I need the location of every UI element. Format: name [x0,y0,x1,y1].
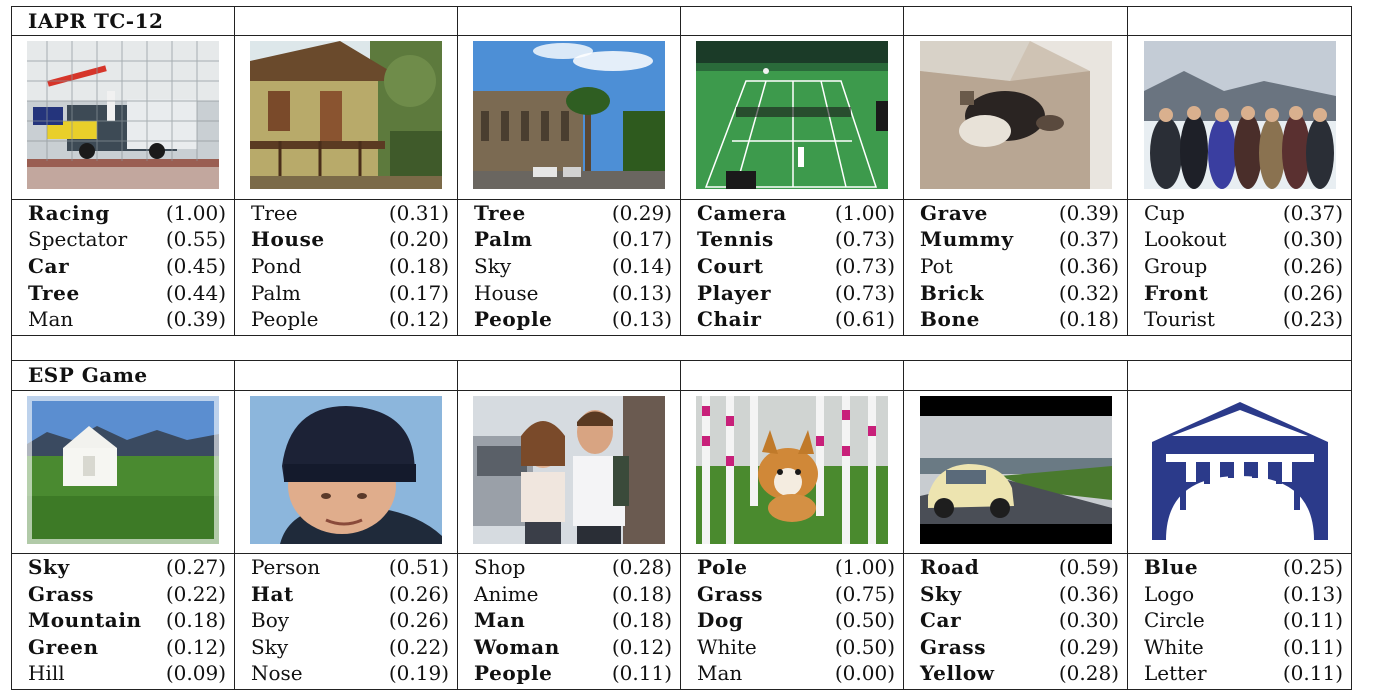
image-annotation-table: IAPR TC-12 [11,5,1352,691]
tag-row: Blue (0.25) [1144,554,1343,579]
tag-row: Player (0.73) [697,280,895,305]
man-hat-photo [250,395,442,544]
tag-row: Tourist (0.23) [1144,307,1343,332]
tag-row: Anime (0.18) [474,581,672,606]
tag-row: Sky (0.36) [920,581,1119,606]
tag-row: Brick (0.32) [920,280,1119,305]
dataset-header-esp: ESP Game [11,360,235,391]
blue-logo-image [1143,395,1336,544]
tag-row: Shop (0.28) [474,554,672,579]
tag-list: Pole (1.00) Grass (0.75) Dog (0.50) White (0… [681,554,903,687]
tag-list: Grave (0.39) Mummy (0.37) Pot (0.36) Brick(… [904,200,1127,333]
tag-row: House (0.20) [251,227,449,252]
tag-row: White (0.50) [697,634,895,659]
tag-row: Man (0.00) [697,661,895,686]
tag-row: Tree (0.29) [474,200,672,225]
tag-row: Sky (0.22) [251,634,449,659]
tag-row: Yellow (0.28) [920,661,1119,686]
tag-list: Person (0.51) Hat (0.26) Boy (0.26) Sky (0.2… [235,554,457,687]
tag-list: Shop (0.28) Anime (0.18) Man (0.18) Woman (0… [458,554,680,687]
tag-row: White (0.11) [1144,634,1343,659]
tag-list: Tree (0.31) House (0.20) Pond (0.18) Palm (0… [235,200,457,333]
tag-row: Pond (0.18) [251,254,449,279]
tag-row: Grave (0.39) [920,200,1119,225]
tag-row: Car (0.30) [920,608,1119,633]
tag-row: Pole (1.00) [697,554,895,579]
tag-row: Man (0.39) [28,307,226,332]
tag-row: Grass (0.29) [920,634,1119,659]
yellow-car-photo [919,395,1112,544]
tag-row: Sky (0.14) [474,254,672,279]
tag-row: Grass (0.22) [28,581,226,606]
tag-row: Dog (0.50) [697,608,895,633]
tag-row: People (0.13) [474,307,672,332]
tag-row: Nose (0.19) [251,661,449,686]
tag-row: Lookout (0.30) [1144,227,1343,252]
tag-row: People (0.11) [474,661,672,686]
dog-poles-photo [696,395,888,544]
dataset-header-iapr: IAPR TC-12 [11,5,235,37]
tag-row: Green (0.12) [28,634,226,659]
tag-row: Tree (0.44) [28,280,226,305]
tag-row: Mummy (0.37) [920,227,1119,252]
tag-row: Bone (0.18) [920,307,1119,332]
tag-row: Person (0.51) [251,554,449,579]
tag-row: Car (0.45) [28,254,226,279]
tag-row: Chair (0.61) [697,307,895,332]
tag-list: Sky (0.27) Grass (0.22) Mountain (0.18) Gre… [12,554,234,687]
tag-row: People (0.12) [251,307,449,332]
tag-row: Boy (0.26) [251,608,449,633]
tennis-court-photo [696,41,888,190]
tag-row: Camera (1.00) [697,200,895,225]
tag-row: Palm (0.17) [251,280,449,305]
tag-list: Blue (0.25) Logo (0.13) Circle (0.11) White… [1128,554,1351,687]
tag-row: Cup (0.37) [1144,200,1343,225]
tag-row: Logo (0.13) [1144,581,1343,606]
tag-row: Tree (0.31) [251,200,449,225]
tag-row: Grass (0.75) [697,581,895,606]
tag-row: Mountain (0.18) [28,608,226,633]
tag-row: Pot (0.36) [920,254,1119,279]
tag-row: Tennis (0.73) [697,227,895,252]
tag-list: Cup (0.37) Lookout (0.30) Group (0.26) Fron… [1128,200,1351,333]
tag-row: Road (0.59) [920,554,1119,579]
tag-list: Camera (1.00) Tennis (0.73) Court (0.73) Pl… [681,200,903,333]
tag-row: Racing (1.00) [28,200,226,225]
tag-row: Letter (0.11) [1144,661,1343,686]
tag-row: Group (0.26) [1144,254,1343,279]
grave-photo [919,41,1112,190]
tag-row: Hat (0.26) [251,581,449,606]
tag-list: Tree (0.29) Palm (0.17) Sky (0.14) House (0.… [458,200,680,333]
tag-row: Hill (0.09) [28,661,226,686]
tag-row: Man (0.18) [474,608,672,633]
tag-row: Front (0.26) [1144,280,1343,305]
house-photo [250,41,442,190]
yurt-photo [27,395,219,544]
tag-list: Road (0.59) Sky (0.36) Car (0.30) Grass (0.2… [904,554,1127,687]
race-car-photo [27,41,219,190]
tag-row: Woman (0.12) [474,634,672,659]
tag-row: Palm (0.17) [474,227,672,252]
tag-list: Racing (1.00) Spectator (0.55) Car (0.45) T… [12,200,234,333]
tag-row: Sky (0.27) [28,554,226,579]
tag-row: Spectator (0.55) [28,227,226,252]
tag-row: Court (0.73) [697,254,895,279]
section-divider [11,334,1352,362]
tourist-group-photo [1143,41,1336,190]
tag-row: Circle (0.11) [1144,608,1343,633]
palm-street-photo [473,41,665,190]
anime-couple-photo [473,395,665,544]
tag-row: House (0.13) [474,280,672,305]
